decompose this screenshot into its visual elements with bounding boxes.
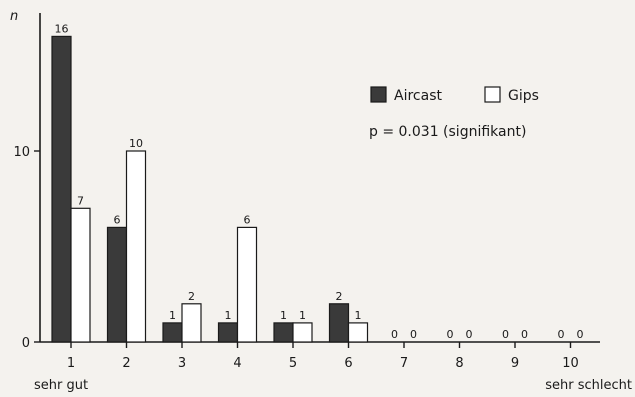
legend-swatch-aircast (370, 86, 387, 103)
data-label-aircast-9: 0 (502, 328, 509, 341)
p-value-annotation: p = 0.031 (signifikant) (369, 124, 526, 140)
y-tick-label: 10 (13, 145, 30, 160)
x-tick-label: 7 (400, 356, 408, 371)
data-label-aircast-6: 2 (336, 290, 343, 303)
data-label-gips-5: 1 (299, 309, 306, 322)
bar-aircast-2 (106, 226, 128, 343)
data-label-aircast-1: 16 (55, 22, 69, 35)
bar-aircast-6 (328, 303, 350, 343)
data-label-aircast-4: 1 (225, 309, 232, 322)
data-label-aircast-7: 0 (391, 328, 398, 341)
x-tick-label: 8 (455, 356, 463, 371)
x-tick-label: 5 (289, 356, 297, 371)
x-tick-label: 6 (344, 356, 352, 371)
bar-gips-6 (347, 322, 369, 343)
x-tick-label: 3 (178, 356, 186, 371)
data-label-gips-10: 0 (577, 328, 584, 341)
bar-gips-5 (292, 322, 313, 343)
data-label-gips-6: 1 (355, 309, 362, 322)
x-tick-label: 9 (511, 356, 519, 371)
data-label-aircast-8: 0 (447, 328, 454, 341)
data-label-gips-4: 6 (244, 213, 251, 226)
data-label-gips-7: 0 (410, 328, 417, 341)
data-label-aircast-10: 0 (558, 328, 565, 341)
bar-gips-1 (70, 207, 91, 343)
legend-label-aircast: Aircast (394, 88, 442, 104)
x-end-label: sehr schlecht (545, 378, 632, 393)
legend: Aircast Gips p = 0.031 (signifikant) (369, 86, 539, 140)
x-start-label: sehr gut (34, 378, 88, 393)
bar-aircast-3 (162, 322, 183, 343)
legend-swatch-gips (484, 86, 501, 103)
bar-gips-2 (125, 150, 147, 343)
data-label-aircast-3: 1 (169, 309, 176, 322)
bar-gips-3 (181, 303, 202, 343)
data-label-gips-3: 2 (188, 290, 195, 303)
bar-gips-4 (236, 226, 258, 343)
bar-aircast-4 (217, 322, 239, 343)
bar-aircast-5 (273, 322, 294, 343)
data-label-gips-1: 7 (77, 194, 84, 207)
data-label-aircast-2: 6 (114, 213, 121, 226)
x-tick-label: 4 (233, 356, 241, 371)
x-tick-label: 2 (122, 356, 130, 371)
data-label-aircast-5: 1 (280, 309, 287, 322)
data-label-gips-8: 0 (466, 328, 473, 341)
x-tick-label: 1 (67, 356, 75, 371)
legend-label-gips: Gips (508, 88, 539, 104)
y-axis-label: n (10, 9, 18, 24)
data-label-gips-2: 10 (129, 137, 143, 150)
data-label-gips-9: 0 (521, 328, 528, 341)
x-tick-label: 10 (562, 356, 579, 371)
y-tick-label: 0 (22, 336, 30, 351)
bar-aircast-1 (51, 35, 72, 343)
